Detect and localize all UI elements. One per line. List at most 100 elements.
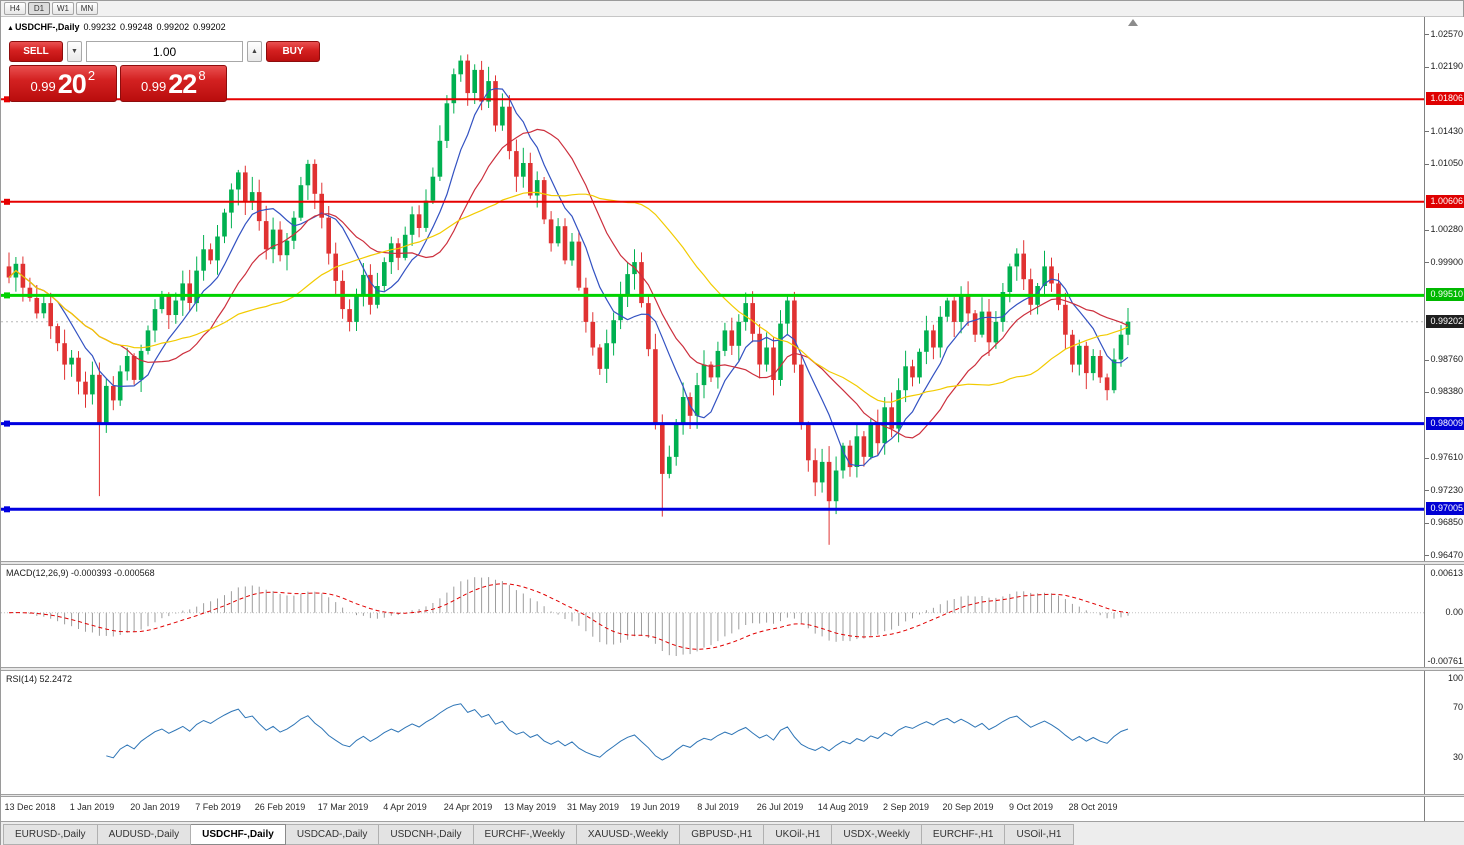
- date-label: 20 Sep 2019: [942, 802, 994, 812]
- price-tick-label: 0.99900: [1430, 256, 1463, 267]
- macd-histogram: [15, 577, 1129, 656]
- sell-price-point: 2: [87, 68, 96, 83]
- buy-price-prefix: 0.99: [140, 79, 167, 94]
- volume-decrease-button[interactable]: ▼: [67, 41, 82, 62]
- line-handle[interactable]: [4, 420, 10, 427]
- price-flag-1.00606: 1.00606: [1426, 194, 1464, 208]
- ohlc-high: 0.99248: [120, 22, 153, 32]
- price-flag-0.98009: 0.98009: [1426, 416, 1464, 430]
- buy-price-point: 8: [198, 68, 206, 83]
- date-axis[interactable]: 13 Dec 2018 1 Jan 2019 20 Jan 2019 7 Feb 20…: [1, 797, 1424, 821]
- main-chart-canvas[interactable]: [1, 17, 1424, 561]
- macd-signal-line: [8, 583, 1129, 650]
- price-flag-1.01806: 1.01806: [1426, 92, 1464, 106]
- price-flag-0.97005: 0.97005: [1426, 502, 1464, 516]
- chart-tab-audusd-daily[interactable]: AUDUSD-,Daily: [97, 824, 192, 845]
- price-tick-label: 0.96850: [1430, 517, 1463, 528]
- price-tick-label: 1.01430: [1430, 125, 1463, 136]
- collapse-triangle-icon[interactable]: ▲: [7, 25, 14, 32]
- price-tick-mark: [1425, 163, 1429, 165]
- price-tick-label: 1.01050: [1430, 158, 1463, 169]
- date-label: 26 Feb 2019: [254, 802, 306, 812]
- volume-increase-button[interactable]: ▲: [247, 41, 262, 62]
- chart-tab-gbpusd-h1[interactable]: GBPUSD-,H1: [680, 824, 765, 845]
- price-scale[interactable]: 1.02570 1.02190 1.01430 1.01050 1.00280 0.999…: [1424, 17, 1464, 821]
- sell-button[interactable]: SELL: [9, 41, 63, 62]
- rsi-tick-label: 100: [1447, 673, 1463, 683]
- price-tick-mark: [1425, 457, 1429, 459]
- rsi-canvas[interactable]: [1, 671, 1424, 794]
- main-chart-panel[interactable]: [1, 17, 1424, 561]
- price-tick-mark: [1425, 131, 1429, 133]
- buy-price-display[interactable]: 0.99 22 8: [119, 65, 227, 102]
- date-label: 14 Aug 2019: [817, 802, 869, 812]
- moving-average-17-line: [8, 128, 1129, 439]
- price-flag-0.99510: 0.99510: [1426, 288, 1464, 302]
- ohlc-close: 0.99202: [193, 22, 226, 32]
- date-label: 13 Dec 2018: [4, 802, 56, 812]
- timeframe-button-w1[interactable]: W1: [52, 2, 74, 15]
- chart-shift-marker-icon[interactable]: [1128, 19, 1138, 26]
- sell-price-pips: 20: [57, 69, 87, 99]
- date-label: 4 Apr 2019: [383, 802, 427, 812]
- chart-tab-xauusd-weekly[interactable]: XAUUSD-,Weekly: [576, 824, 681, 845]
- chart-tab-usdcad-daily[interactable]: USDCAD-,Daily: [285, 824, 380, 845]
- panel-splitter[interactable]: [1, 561, 1464, 565]
- macd-label: MACD(12,26,9) -0.000393 -0.000568: [6, 568, 155, 578]
- panel-splitter[interactable]: [1, 667, 1464, 671]
- macd-tick-label: 0.00613: [1430, 568, 1463, 579]
- chart-tabs-bar: EURUSD-,Daily AUDUSD-,Daily USDCHF-,Daily U…: [1, 821, 1464, 845]
- price-tick-label: 1.02570: [1430, 28, 1463, 39]
- price-tick-mark: [1425, 490, 1429, 492]
- panel-splitter[interactable]: [1, 794, 1464, 797]
- macd-tick-label: -0.00761: [1427, 655, 1463, 666]
- buy-button[interactable]: BUY: [266, 41, 320, 62]
- sell-price-prefix: 0.99: [30, 79, 56, 94]
- sell-price-display[interactable]: 0.99 20 2: [9, 65, 117, 102]
- chart-tab-usdchf-daily[interactable]: USDCHF-,Daily: [191, 824, 286, 845]
- macd-canvas[interactable]: [1, 565, 1424, 667]
- price-tick-label: 0.98380: [1430, 386, 1463, 397]
- moving-average-8-line: [8, 87, 1129, 467]
- date-label: 13 May 2019: [503, 802, 557, 812]
- one-click-trading-panel: SELL ▼ ▲ BUY 0.99 20 2 0.99 22 8: [9, 41, 320, 102]
- price-tick-mark: [1425, 391, 1429, 393]
- chart-tab-ukoil-h1[interactable]: UKOil-,H1: [764, 824, 833, 845]
- date-label: 9 Oct 2019: [1008, 802, 1054, 812]
- line-handle[interactable]: [4, 96, 10, 103]
- date-label: 28 Oct 2019: [1068, 802, 1118, 812]
- date-label: 24 Apr 2019: [443, 802, 493, 812]
- line-handle[interactable]: [4, 292, 10, 299]
- date-label: 17 Mar 2019: [317, 802, 369, 812]
- price-tick-label: 0.98760: [1430, 353, 1463, 364]
- price-tick-label: 1.02190: [1430, 61, 1463, 72]
- date-label: 7 Feb 2019: [195, 802, 241, 812]
- price-tick-mark: [1425, 359, 1429, 361]
- candles-layer: [6, 54, 1131, 545]
- date-label: 20 Jan 2019: [130, 802, 180, 812]
- ohlc-open: 0.99232: [83, 22, 116, 32]
- chart-tab-eurusd-daily[interactable]: EURUSD-,Daily: [3, 824, 98, 845]
- symbol-title: USDCHF-,Daily: [14, 22, 80, 32]
- ohlc-low: 0.99202: [156, 22, 190, 32]
- line-handle[interactable]: [4, 506, 10, 513]
- chart-tab-usoil-h1[interactable]: USOil-,H1: [1005, 824, 1074, 845]
- rsi-line: [106, 703, 1129, 761]
- volume-input[interactable]: [86, 41, 243, 62]
- timeframe-button-h4[interactable]: H4: [4, 2, 26, 15]
- line-handle[interactable]: [4, 198, 10, 205]
- date-label: 8 Jul 2019: [697, 802, 739, 812]
- moving-average-34-line: [8, 191, 1129, 403]
- macd-panel[interactable]: MACD(12,26,9) -0.000393 -0.000568: [1, 565, 1424, 667]
- date-label: 2 Sep 2019: [882, 802, 930, 812]
- chart-tab-usdx-weekly[interactable]: USDX-,Weekly: [832, 824, 922, 845]
- date-label: 26 Jul 2019: [756, 802, 804, 812]
- chart-tab-usdcnh-daily[interactable]: USDCNH-,Daily: [379, 824, 474, 845]
- price-tick-mark: [1425, 66, 1429, 68]
- chart-tab-eurchf-h1[interactable]: EURCHF-,H1: [921, 824, 1006, 845]
- timeframe-button-mn[interactable]: MN: [76, 2, 98, 15]
- rsi-panel[interactable]: RSI(14) 52.2472: [1, 671, 1424, 794]
- timeframe-button-d1[interactable]: D1: [28, 2, 50, 15]
- chart-tab-eurchf-weekly[interactable]: EURCHF-,Weekly: [473, 824, 577, 845]
